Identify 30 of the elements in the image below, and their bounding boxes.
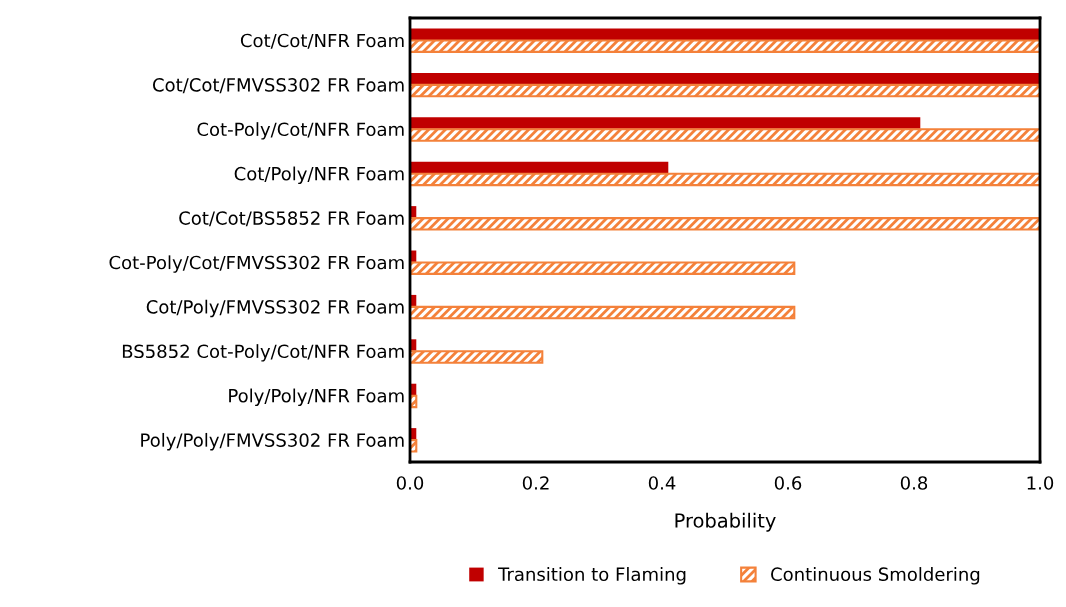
bar [410, 305, 796, 320]
y-tick-label: Poly/Poly/NFR Foam [229, 388, 404, 407]
bar [410, 350, 544, 364]
y-tick-label: Cot-Poly/Cot/FMVSS302 FR Foam [109, 255, 404, 273]
legend-label: Continuous Smoldering [771, 567, 980, 585]
y-tick-label: Cot/Poly/FMVSS302 FR Foam [146, 299, 404, 318]
bar [410, 83, 1040, 98]
x-tick-label: 0.8 [900, 476, 928, 490]
bar [410, 117, 921, 129]
y-tick-label: BS5852 Cot-Poly/Cot/NFR Foam [122, 344, 404, 362]
x-tick-label: 0.0 [396, 476, 424, 490]
y-tick-label: Cot/Poly/NFR Foam [234, 166, 404, 185]
y-tick-label: Cot/Cot/NFR Foam [240, 33, 404, 49]
x-axis-title: Probability [675, 512, 776, 532]
x-tick-label: 1.0 [1027, 476, 1054, 490]
y-tick-label: Cot/Cot/BS5852 FR Foam [179, 211, 404, 227]
y-tick-label: Cot-Poly/Cot/NFR Foam [197, 122, 404, 140]
bar [410, 39, 1040, 53]
legend-label: Transition to Flaming [498, 567, 686, 585]
bar [410, 161, 669, 174]
x-tick-label: 0.2 [522, 476, 549, 490]
y-tick-label: Poly/Poly/FMVSS302 FR Foam [141, 432, 404, 451]
x-tick-label: 0.4 [648, 476, 676, 490]
bar [410, 128, 1040, 142]
bar [410, 261, 796, 275]
bar [410, 217, 1040, 231]
x-tick-label: 0.6 [774, 476, 802, 490]
bar [410, 172, 1040, 187]
y-tick-label: Cot/Cot/FMVSS302 FR Foam [152, 78, 404, 94]
bar [410, 72, 1040, 85]
